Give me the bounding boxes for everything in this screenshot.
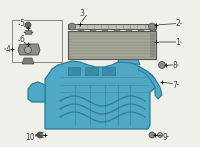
Bar bbox=[90, 28, 96, 31]
Bar bbox=[85, 67, 98, 75]
Bar bbox=[102, 67, 115, 75]
Text: 7: 7 bbox=[173, 81, 177, 90]
Bar bbox=[150, 33, 155, 57]
Circle shape bbox=[148, 23, 156, 30]
Text: 4: 4 bbox=[6, 45, 10, 54]
Text: 2: 2 bbox=[176, 19, 180, 27]
Bar bbox=[25, 30, 31, 34]
Text: 8: 8 bbox=[173, 61, 177, 70]
Polygon shape bbox=[28, 82, 45, 102]
Circle shape bbox=[149, 132, 155, 138]
Text: 6: 6 bbox=[20, 35, 24, 44]
Circle shape bbox=[68, 23, 76, 30]
Polygon shape bbox=[22, 58, 34, 64]
Bar bbox=[12, 20, 62, 62]
Circle shape bbox=[158, 61, 166, 69]
Circle shape bbox=[24, 46, 32, 54]
Bar bbox=[138, 28, 144, 31]
Text: 5: 5 bbox=[20, 19, 24, 27]
Polygon shape bbox=[45, 61, 156, 129]
Circle shape bbox=[25, 22, 31, 28]
Polygon shape bbox=[18, 44, 40, 55]
Circle shape bbox=[37, 132, 43, 138]
Bar bbox=[68, 31, 156, 59]
Bar bbox=[68, 67, 80, 75]
Bar bbox=[102, 28, 108, 31]
Bar bbox=[78, 28, 84, 31]
Bar bbox=[68, 24, 156, 29]
Bar bbox=[114, 28, 120, 31]
Text: 1: 1 bbox=[176, 37, 180, 46]
Text: 10: 10 bbox=[25, 132, 35, 142]
Text: 9: 9 bbox=[163, 132, 167, 142]
Bar bbox=[126, 28, 132, 31]
Text: 3: 3 bbox=[80, 9, 84, 17]
Circle shape bbox=[158, 132, 162, 137]
Polygon shape bbox=[118, 55, 140, 65]
Bar bbox=[150, 28, 156, 31]
Polygon shape bbox=[138, 67, 162, 99]
